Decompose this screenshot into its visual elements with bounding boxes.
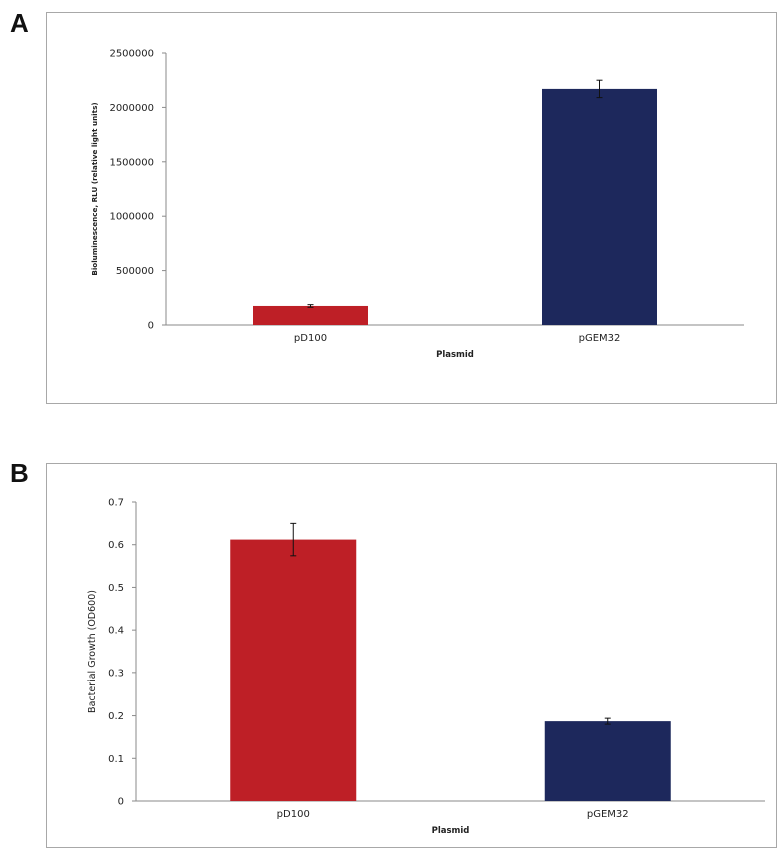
- y-axis-title: Bioluminescence, RLU (relative light uni…: [90, 102, 99, 275]
- panel-label-a: A: [10, 8, 29, 38]
- y-tick-label: 2500000: [109, 49, 154, 60]
- x-tick-label: pD100: [277, 809, 310, 820]
- y-tick-label: 0.4: [108, 626, 124, 637]
- chart-b-frame: 0 0.1 0.2 0.3 0.4 0.5 0.6 0.7 pD100 pGEM32 Plasmid…: [46, 463, 777, 848]
- y-axis-title: Bacterial Growth (OD600): [87, 590, 98, 713]
- y-tick-label: 0.1: [108, 754, 124, 765]
- y-tick-label: 1500000: [109, 157, 154, 168]
- x-tick-label: pGEM32: [579, 333, 621, 344]
- bar-pd100: [253, 305, 368, 325]
- bar-pgem32: [544, 721, 671, 801]
- y-tick-label: 500000: [116, 266, 154, 277]
- y-tick-label: 0.2: [108, 711, 124, 722]
- y-tick-label: 0.7: [108, 498, 124, 509]
- y-tick-label: 0.3: [108, 668, 124, 679]
- x-axis-title: Plasmid: [432, 826, 470, 836]
- x-tick-label: pGEM32: [587, 809, 629, 820]
- panel-label-b: B: [10, 458, 29, 488]
- y-tick-label: 0.5: [108, 583, 124, 594]
- bar-pgem32: [542, 88, 657, 326]
- x-tick-label: pD100: [294, 333, 327, 344]
- chart-b: 0 0.1 0.2 0.3 0.4 0.5 0.6 0.7 pD100 pGEM32 Plasmid…: [87, 498, 765, 836]
- y-tick-label: 0: [148, 321, 154, 332]
- bar-pd100: [230, 539, 357, 801]
- y-tick-label: 2000000: [109, 103, 154, 114]
- chart-a: 0 500000 1000000 1500000 2000000 2500000 pD100…: [90, 49, 744, 360]
- y-tick-label: 0.6: [108, 540, 124, 551]
- y-tick-label: 1000000: [109, 212, 154, 223]
- x-axis-title: Plasmid: [436, 350, 474, 360]
- y-tick-label: 0: [118, 797, 124, 808]
- chart-a-frame: 0 500000 1000000 1500000 2000000 2500000 pD100…: [46, 12, 777, 404]
